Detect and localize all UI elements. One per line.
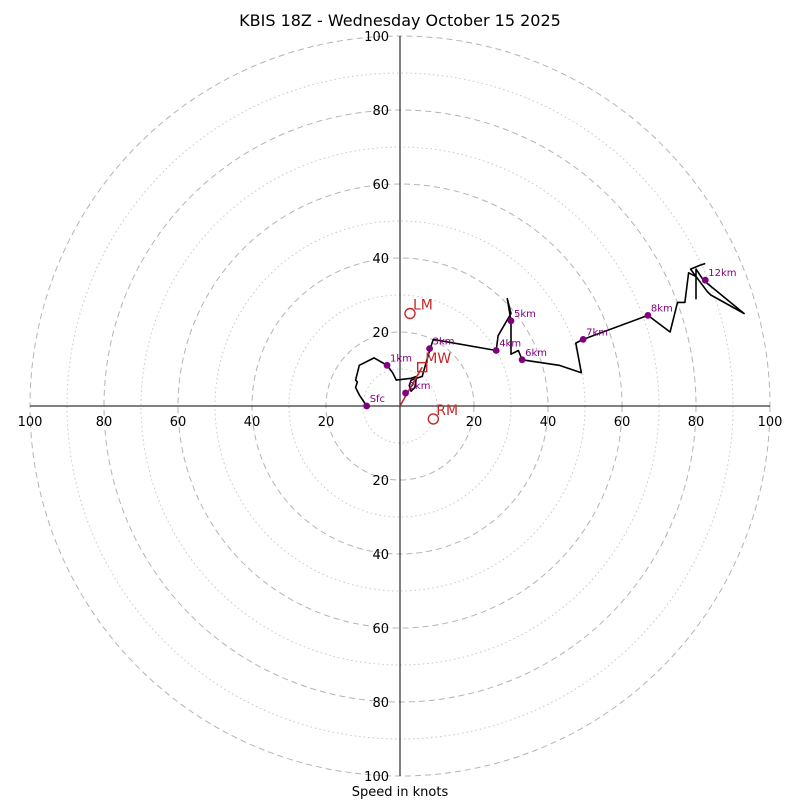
- height-marker-label: 1km: [390, 353, 412, 364]
- y-tick-label: 60: [372, 178, 389, 193]
- height-marker: [363, 402, 371, 410]
- x-axis-label: Speed in knots: [352, 785, 449, 800]
- y-tick-label: 80: [372, 104, 389, 119]
- ring-tick-labels: 20 20 20 20 40 40 40 40 60 60 60 60 80 80 80 80 100 100 10…: [18, 30, 783, 785]
- x-tick-label: 80: [688, 415, 705, 430]
- x-tick-label: 80: [96, 415, 113, 430]
- height-markers: Sfc 1km 2km 3km 4km 5km 6km 7km 8km 12km: [363, 268, 737, 410]
- height-marker-label: 3km: [433, 337, 455, 348]
- height-marker: [579, 336, 587, 343]
- y-tick-label: 100: [364, 770, 389, 785]
- storm-motions: LM MW RM: [399, 298, 458, 425]
- chart-title: KBIS 18Z - Wednesday October 15 2025: [239, 11, 561, 30]
- storm-motion-marker: [404, 307, 416, 320]
- hodograph-trace: [354, 262, 745, 407]
- height-marker: [701, 276, 709, 284]
- y-tick-label: 20: [372, 474, 389, 489]
- height-marker-label: 4km: [499, 339, 521, 350]
- y-tick-label: 80: [372, 696, 389, 711]
- height-marker: [426, 345, 433, 353]
- height-marker: [383, 361, 391, 369]
- height-marker: [644, 311, 652, 319]
- storm-motion-marker: [427, 413, 439, 425]
- x-tick-label: 100: [18, 415, 43, 430]
- x-tick-label: 40: [244, 415, 261, 430]
- x-tick-label: 60: [170, 415, 187, 430]
- height-marker-label: 2km: [409, 381, 431, 392]
- y-tick-label: 100: [364, 30, 389, 45]
- y-tick-label: 20: [372, 326, 389, 341]
- height-marker-label: 12km: [708, 268, 736, 279]
- x-tick-label: 40: [540, 415, 557, 430]
- x-tick-label: 20: [466, 415, 483, 430]
- storm-motion-label: LM: [413, 298, 433, 314]
- shear-vector-line: [399, 366, 423, 407]
- height-marker: [492, 347, 500, 354]
- x-tick-label: 100: [758, 415, 783, 430]
- height-marker-label: 5km: [514, 309, 536, 320]
- x-tick-label: 60: [614, 415, 631, 430]
- storm-motion-label: RM: [436, 403, 458, 419]
- storm-motion-label: MW: [425, 351, 451, 367]
- y-tick-label: 40: [372, 548, 389, 563]
- height-marker-label: Sfc: [370, 394, 385, 405]
- height-marker-label: 7km: [586, 327, 608, 338]
- y-tick-label: 40: [372, 252, 389, 267]
- height-marker: [518, 356, 526, 364]
- height-marker-label: 8km: [651, 303, 673, 314]
- height-marker: [402, 389, 409, 397]
- x-tick-label: 20: [318, 415, 335, 430]
- height-marker: [507, 317, 515, 325]
- wind-trace-line: [354, 262, 745, 407]
- y-tick-label: 60: [372, 622, 389, 637]
- storm-motion-marker: [417, 361, 428, 373]
- height-marker-label: 6km: [525, 348, 547, 359]
